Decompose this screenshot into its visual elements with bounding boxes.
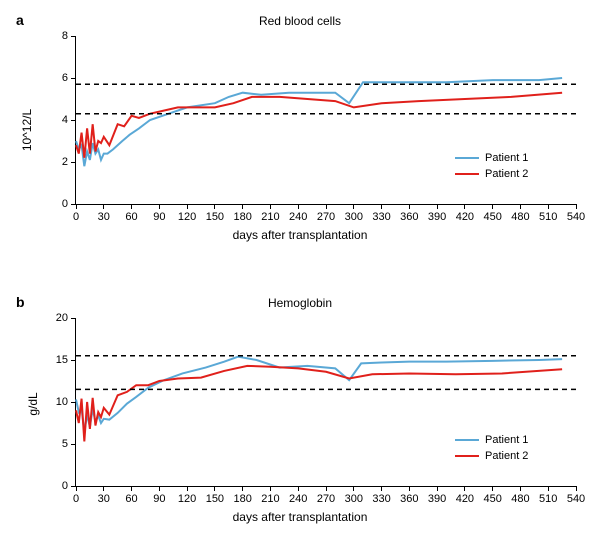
panel-a-title: Red blood cells [0,14,600,28]
x-tick-label: 360 [400,211,418,223]
x-tick-label: 120 [178,211,196,223]
panel-b: b Hemoglobin g/dL 0510152003060901201501… [0,284,600,554]
x-tick-label: 90 [153,493,165,505]
y-tick-label: 8 [62,30,68,42]
panel-a: a Red blood cells 10^12/L 02468030609012… [0,0,600,270]
x-tick-label: 240 [289,211,307,223]
x-tick-label: 30 [98,211,110,223]
y-tick-label: 10 [56,396,68,408]
y-tick-label: 4 [62,114,68,126]
x-tick-label: 540 [567,211,585,223]
x-tick-label: 510 [539,493,557,505]
x-tick-label: 510 [539,211,557,223]
x-tick-label: 450 [483,211,501,223]
legend-row-patient2: Patient 2 [455,166,528,182]
x-tick-label: 0 [73,211,79,223]
x-tick-label: 390 [428,493,446,505]
legend-row-patient1: Patient 1 [455,432,528,448]
y-tick-label: 20 [56,312,68,324]
panel-a-ylabel: 10^12/L [20,109,34,151]
x-tick-label: 420 [456,211,474,223]
series-line [76,366,562,442]
panel-a-legend: Patient 1 Patient 2 [455,150,528,182]
legend-row-patient2: Patient 2 [455,448,528,464]
legend-label-patient1: Patient 1 [485,152,528,164]
y-tick-label: 15 [56,354,68,366]
x-tick-label: 150 [206,211,224,223]
legend-swatch-patient1 [455,439,479,441]
x-tick-label: 120 [178,493,196,505]
legend-label-patient1: Patient 1 [485,434,528,446]
x-tick-label: 300 [345,211,363,223]
x-tick-label: 480 [511,211,529,223]
x-tick-label: 240 [289,493,307,505]
y-tick-label: 0 [62,198,68,210]
panel-b-legend: Patient 1 Patient 2 [455,432,528,464]
x-tick-label: 30 [98,493,110,505]
x-tick-label: 210 [261,211,279,223]
x-tick-label: 540 [567,493,585,505]
figure: a Red blood cells 10^12/L 02468030609012… [0,0,600,559]
x-tick-label: 300 [345,493,363,505]
x-tick-label: 60 [125,211,137,223]
x-tick-label: 90 [153,211,165,223]
series-line [76,93,562,158]
x-tick-label: 0 [73,493,79,505]
panel-b-ylabel: g/dL [26,392,40,415]
x-tick-label: 390 [428,211,446,223]
x-tick-label: 60 [125,493,137,505]
legend-label-patient2: Patient 2 [485,450,528,462]
legend-swatch-patient1 [455,157,479,159]
panel-b-xlabel: days after transplantation [0,510,600,524]
x-tick-label: 360 [400,493,418,505]
legend-row-patient1: Patient 1 [455,150,528,166]
x-tick-label: 210 [261,493,279,505]
x-tick-label: 180 [233,211,251,223]
panel-a-xlabel: days after transplantation [0,228,600,242]
series-line [76,357,562,433]
x-tick-label: 330 [372,493,390,505]
legend-swatch-patient2 [455,173,479,175]
y-tick-label: 6 [62,72,68,84]
panel-b-title: Hemoglobin [0,296,600,310]
y-tick-label: 2 [62,156,68,168]
legend-swatch-patient2 [455,455,479,457]
y-tick-label: 0 [62,480,68,492]
x-tick-label: 150 [206,493,224,505]
x-tick-label: 270 [317,211,335,223]
x-tick-label: 420 [456,493,474,505]
x-tick-label: 270 [317,493,335,505]
y-tick-label: 5 [62,438,68,450]
x-tick-label: 180 [233,493,251,505]
x-tick-label: 480 [511,493,529,505]
legend-label-patient2: Patient 2 [485,168,528,180]
x-tick-label: 330 [372,211,390,223]
x-tick-label: 450 [483,493,501,505]
